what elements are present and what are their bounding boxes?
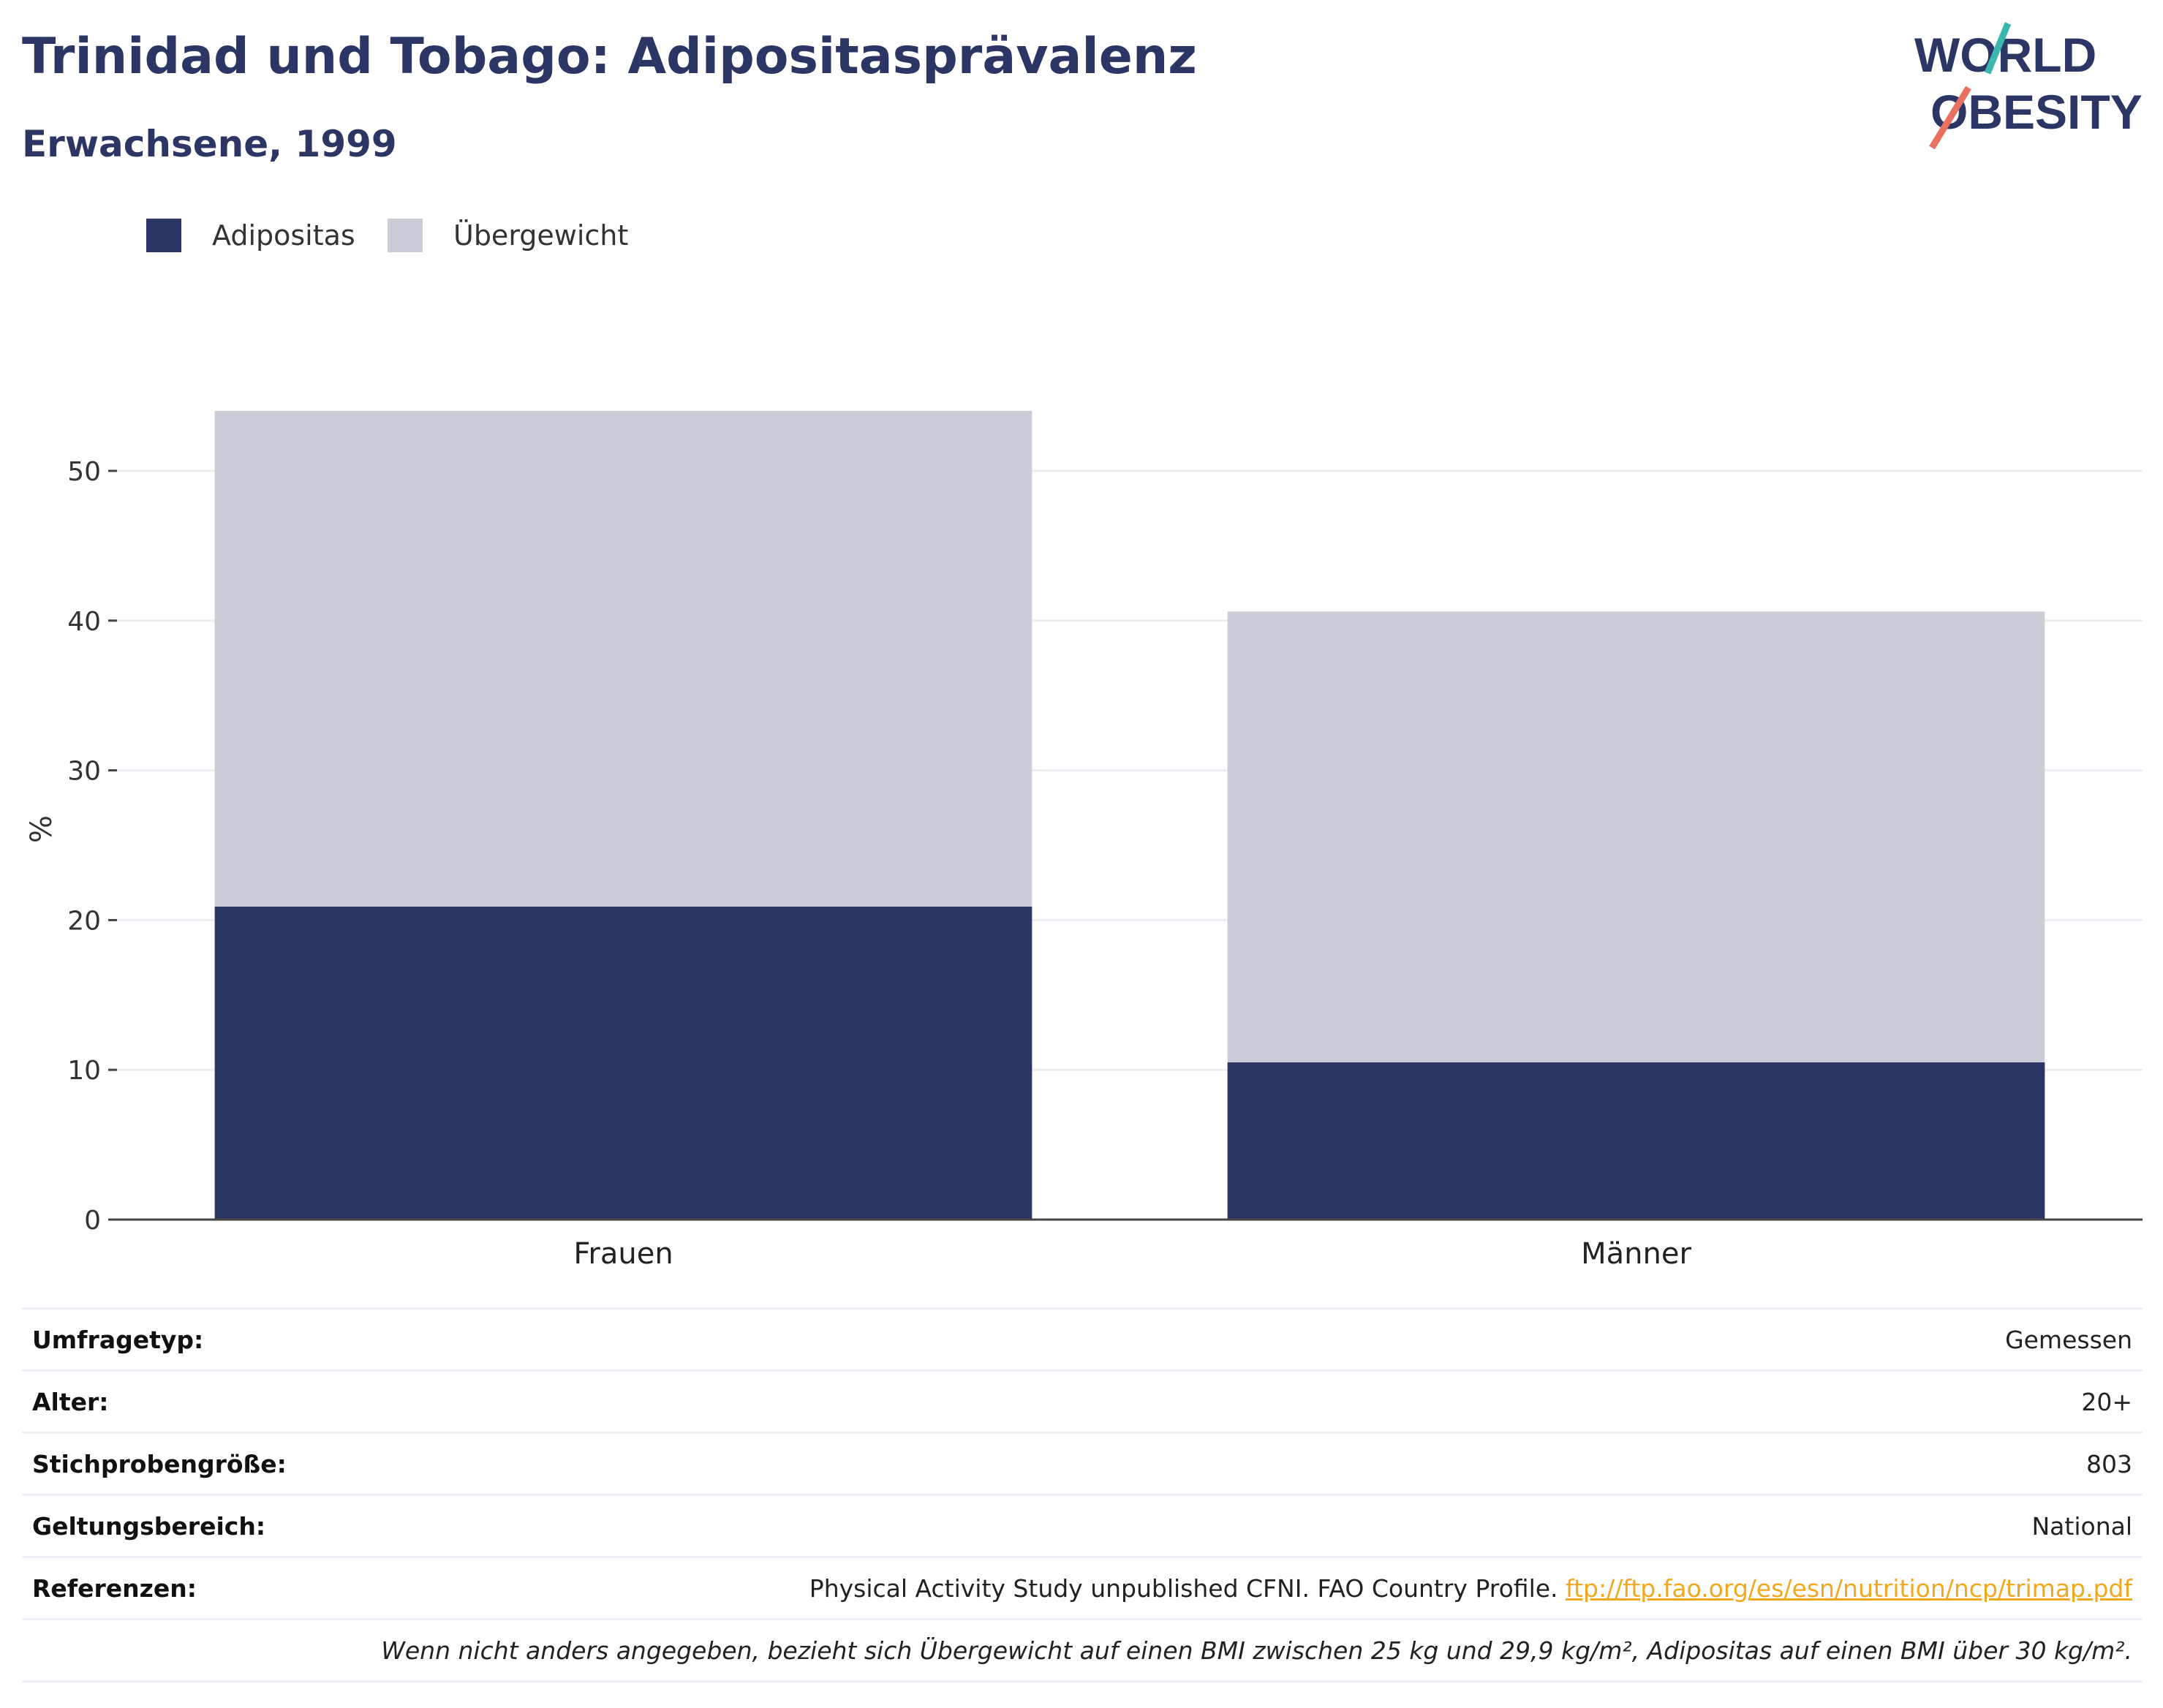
row-value: 803	[306, 1432, 2143, 1495]
table-row: Geltungsbereich: National	[22, 1494, 2143, 1557]
note-spacer	[22, 1618, 307, 1682]
y-tick-label: 0	[84, 1206, 101, 1236]
table-row: Stichprobengröße: 803	[22, 1432, 2143, 1495]
table-row: Alter: 20+	[22, 1369, 2143, 1433]
references-link[interactable]: ftp://ftp.fao.org/es/esn/nutrition/ncp/t…	[1566, 1573, 2132, 1603]
y-tick-label: 50	[67, 457, 101, 487]
page-subtitle: Erwachsene, 1999	[22, 123, 397, 165]
bar-bergewicht-mnner	[1227, 611, 2045, 1062]
legend-label-adipositas: Adipositas	[212, 219, 355, 252]
references-key: Referenzen:	[22, 1556, 307, 1620]
y-axis-label: %	[25, 815, 58, 843]
bar-adipositas-frauen	[214, 906, 1033, 1220]
bar-adipositas-mnner	[1227, 1062, 2045, 1220]
x-tick-label: Männer	[1581, 1237, 1691, 1271]
y-tick-label: 20	[67, 906, 101, 936]
y-tick-label: 30	[67, 757, 101, 787]
logo-coral-slash	[1929, 86, 1971, 150]
legend-label-uebergewicht: Übergewicht	[453, 219, 629, 252]
row-key: Geltungsbereich:	[22, 1494, 307, 1557]
bar-bergewicht-frauen	[214, 411, 1033, 907]
table-row: Umfragetyp: Gemessen	[22, 1307, 2143, 1371]
row-value: Gemessen	[306, 1307, 2143, 1371]
references-value: Physical Activity Study unpublished CFNI…	[306, 1556, 2143, 1620]
y-tick-label: 10	[67, 1056, 101, 1086]
bar-chart: 0 10 20 30 40 50% Frauen Männer	[25, 411, 2143, 1271]
row-key: Alter:	[22, 1369, 307, 1433]
references-text: Physical Activity Study unpublished CFNI…	[809, 1573, 1566, 1603]
row-value: 20+	[306, 1369, 2143, 1433]
page-title: Trinidad und Tobago: Adipositasprävalenz	[22, 28, 1197, 86]
table-row: Referenzen: Physical Activity Study unpu…	[22, 1556, 2143, 1620]
row-key: Stichprobengröße:	[22, 1432, 307, 1495]
definition-note: Wenn nicht anders angegeben, bezieht sic…	[306, 1618, 2143, 1682]
row-value: National	[306, 1494, 2143, 1557]
y-tick-label: 40	[67, 607, 101, 637]
logo-teal-slash	[1984, 22, 2012, 75]
survey-info-table: Umfragetyp: Gemessen Alter: 20+ Stichpro…	[22, 1307, 2143, 1682]
world-obesity-logo: WORLD OBESITY	[1914, 22, 2143, 150]
legend-swatch-uebergewicht	[388, 219, 423, 252]
legend-swatch-adipositas	[146, 219, 181, 252]
row-key: Umfragetyp:	[22, 1307, 307, 1371]
table-row: Wenn nicht anders angegeben, bezieht sic…	[22, 1618, 2143, 1682]
x-tick-label: Frauen	[573, 1237, 673, 1271]
